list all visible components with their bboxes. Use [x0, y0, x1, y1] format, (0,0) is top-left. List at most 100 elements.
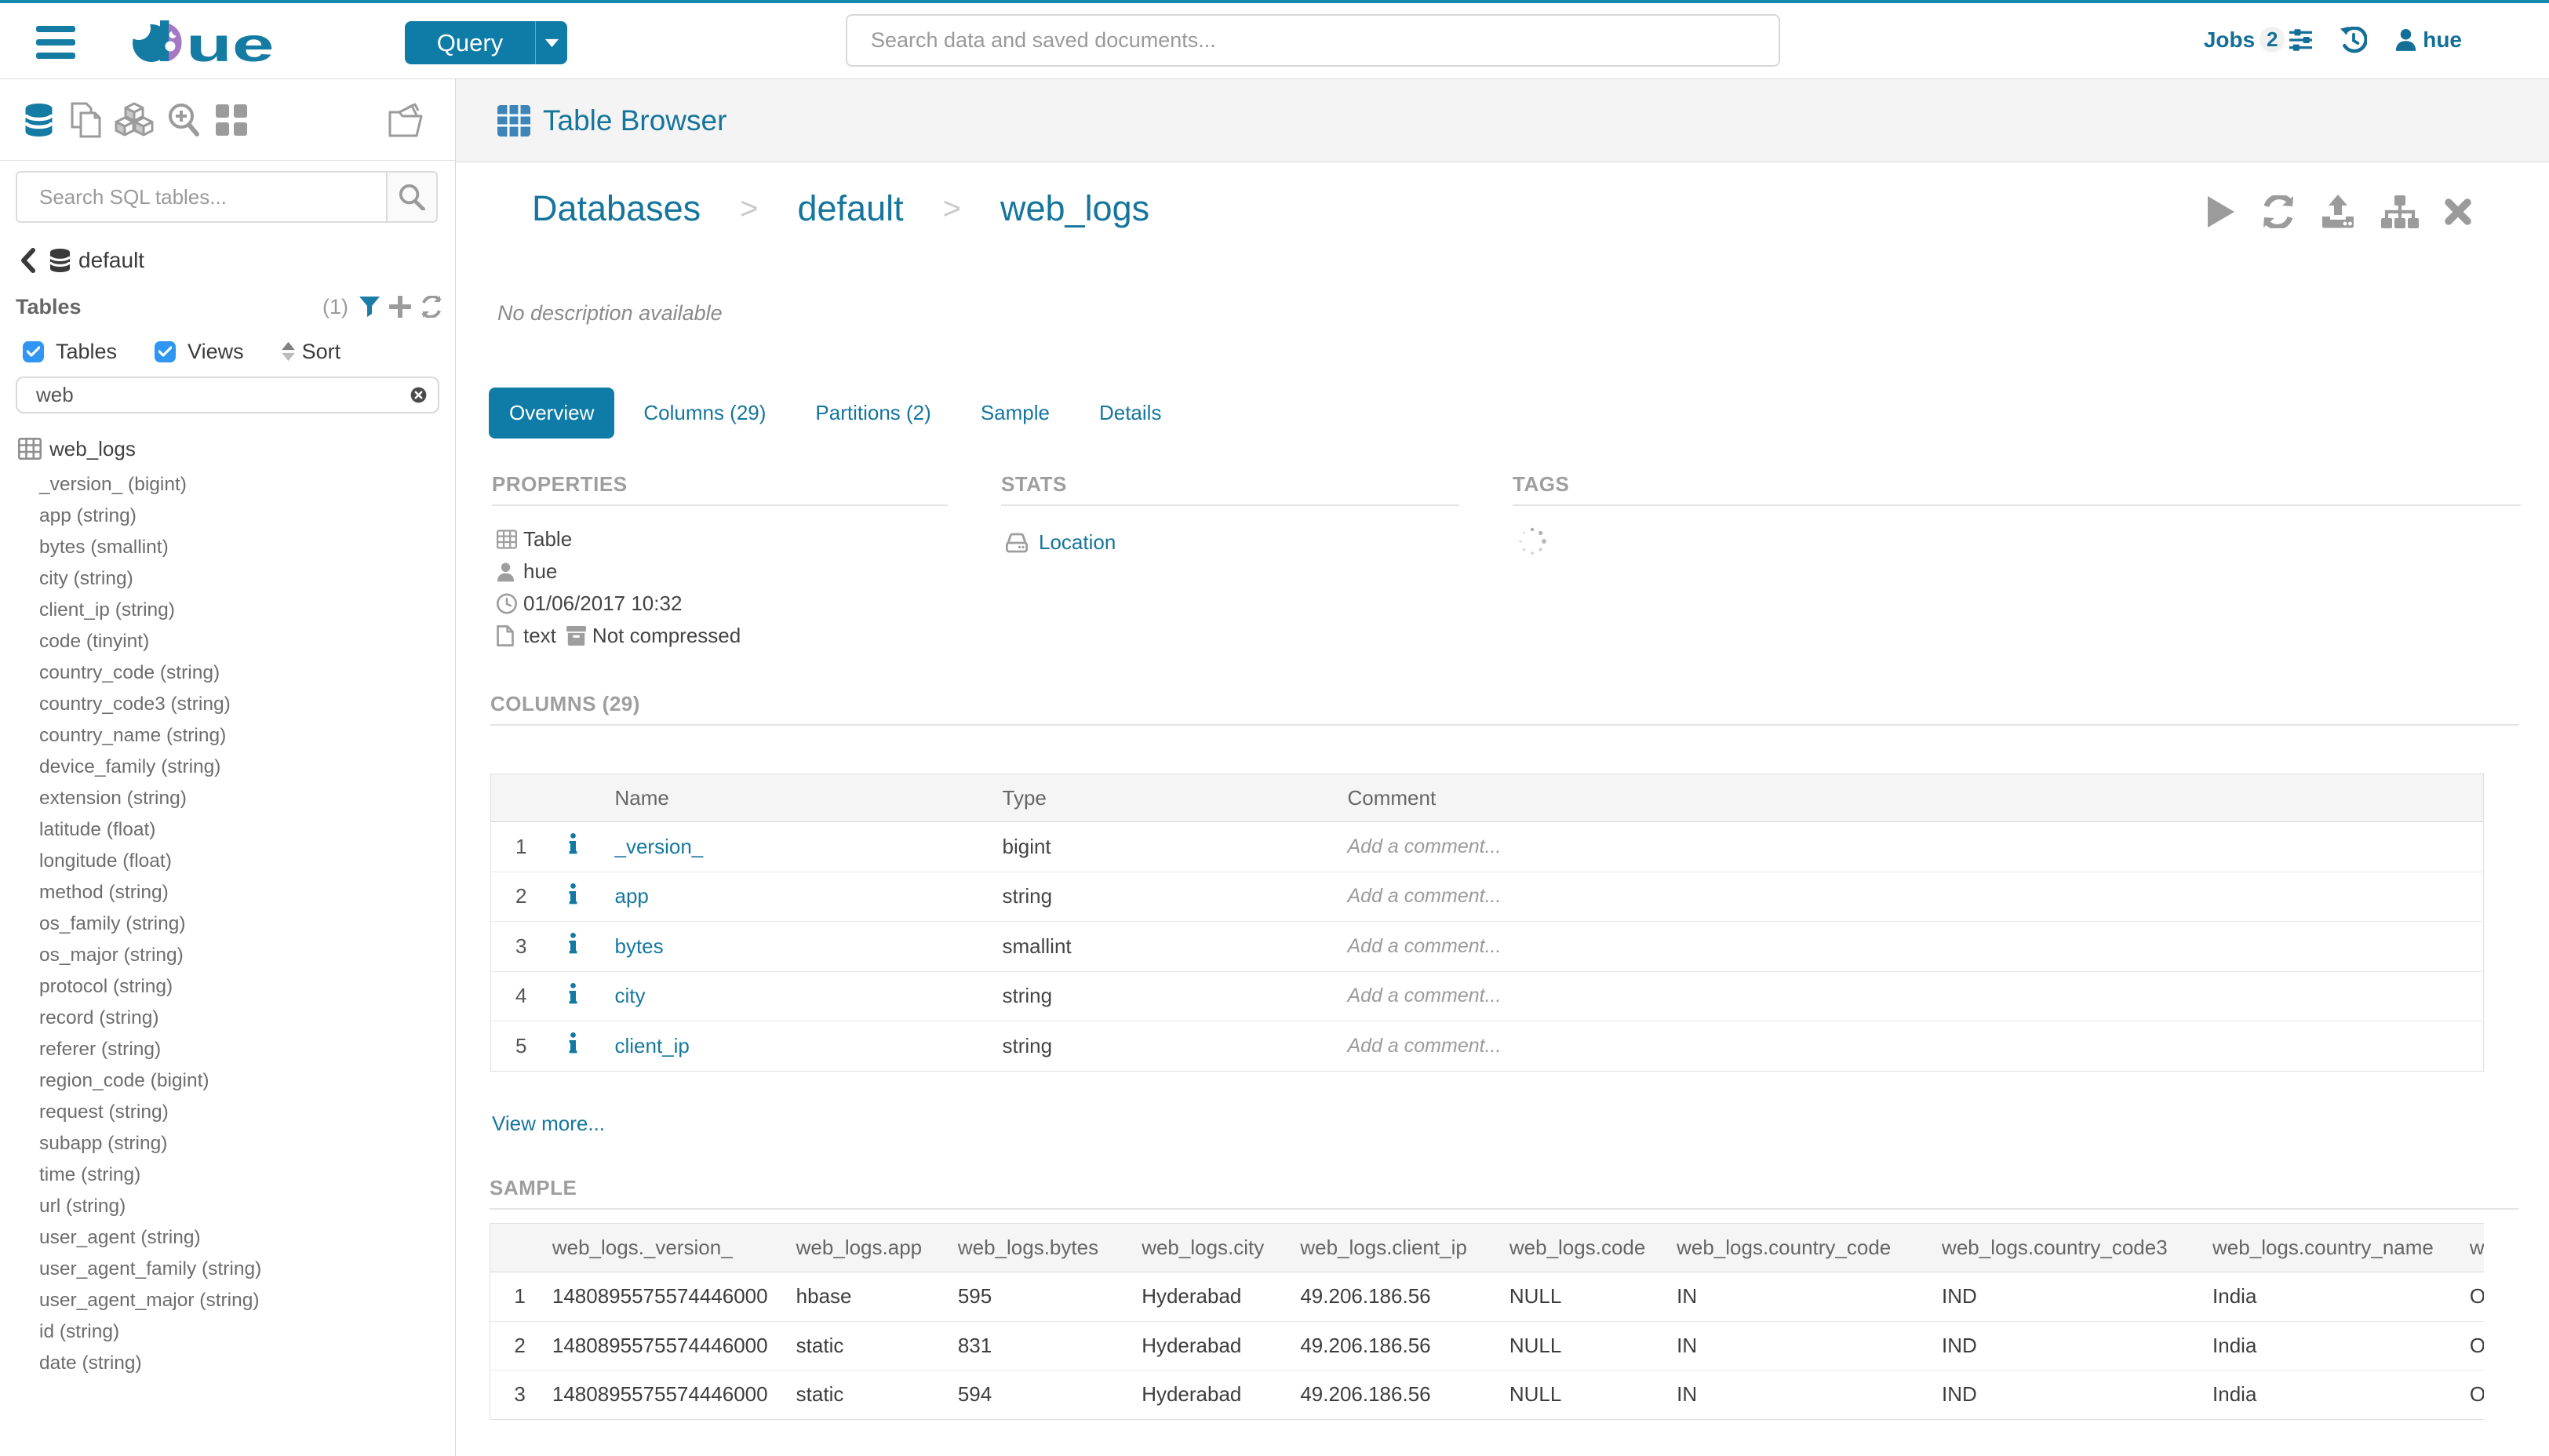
views-checkbox[interactable] — [155, 340, 177, 362]
assist-search-plus-icon[interactable] — [168, 103, 199, 137]
info-icon[interactable] — [550, 871, 596, 922]
view-more-link[interactable]: View more... — [492, 1112, 606, 1135]
column-comment-placeholder[interactable]: Add a comment... — [1328, 921, 2484, 971]
sidebar-column-item[interactable]: request (string) — [39, 1101, 169, 1123]
breadcrumb-databases[interactable]: Databases — [532, 188, 701, 228]
page-title[interactable]: Table Browser — [543, 104, 727, 136]
sample-header-cell[interactable]: web_logs.bytes — [945, 1223, 1130, 1272]
columns-header-type[interactable]: Type — [983, 774, 1329, 822]
sidebar-column-item[interactable]: city (string) — [39, 568, 133, 589]
global-search-input[interactable] — [847, 16, 1779, 65]
table-filter-input[interactable] — [17, 383, 410, 407]
sample-header-cell[interactable]: web_logs.city — [1129, 1223, 1288, 1272]
assist-folder-documents-icon[interactable] — [388, 103, 423, 137]
sidebar-column-item[interactable]: country_code (string) — [39, 662, 220, 683]
sidebar-search-input[interactable] — [17, 173, 386, 221]
sample-header-cell[interactable]: web_logs.device_family — [2456, 1223, 2484, 1272]
info-icon[interactable] — [550, 1021, 596, 1071]
sidebar-database-name[interactable]: default — [78, 248, 145, 272]
sidebar-column-item[interactable]: user_agent_family (string) — [39, 1258, 262, 1279]
sidebar-column-item[interactable]: code (tinyint) — [39, 631, 150, 652]
table-description[interactable]: No description available — [497, 301, 723, 325]
column-name-link[interactable]: bytes — [595, 921, 984, 971]
sidebar-column-item[interactable]: latitude (float) — [39, 819, 156, 840]
history-icon[interactable] — [2340, 26, 2368, 53]
sidebar-column-item[interactable]: extension (string) — [39, 788, 187, 809]
sample-header-cell[interactable]: web_logs.country_name — [2200, 1223, 2457, 1272]
sidebar-column-item[interactable]: country_code3 (string) — [39, 693, 231, 715]
assist-database-icon[interactable] — [24, 103, 53, 137]
info-icon[interactable] — [551, 822, 596, 872]
sidebar-column-item[interactable]: time (string) — [39, 1164, 141, 1185]
sitemap-icon[interactable] — [2381, 195, 2419, 228]
column-comment-placeholder[interactable]: Add a comment... — [1328, 1021, 2484, 1071]
breadcrumb-database[interactable]: default — [797, 188, 904, 228]
column-comment-placeholder[interactable]: Add a comment... — [1347, 835, 1502, 857]
sidebar-column-item[interactable]: method (string) — [39, 882, 169, 903]
sidebar-column-item[interactable]: protocol (string) — [39, 976, 173, 997]
assist-documents-icon[interactable] — [71, 102, 102, 138]
sample-header-cell[interactable]: web_logs.code — [1496, 1223, 1665, 1272]
database-icon[interactable] — [49, 248, 71, 273]
sidebar-column-item[interactable]: app (string) — [39, 505, 137, 526]
filter-funnel-icon[interactable] — [359, 297, 380, 317]
query-dropdown-toggle[interactable] — [535, 21, 567, 64]
stats-location-link[interactable]: Location — [1039, 530, 1116, 554]
add-plus-icon[interactable] — [389, 296, 411, 318]
hamburger-menu-icon[interactable] — [36, 26, 75, 60]
column-name-link[interactable]: city — [595, 970, 984, 1021]
info-icon[interactable] — [550, 970, 596, 1021]
sidebar-column-item[interactable]: record (string) — [39, 1007, 159, 1028]
columns-header-comment[interactable]: Comment — [1328, 774, 2484, 822]
sidebar-column-item[interactable]: _version_ (bigint) — [39, 474, 187, 495]
assist-cubes-icon[interactable] — [115, 102, 154, 138]
sidebar-column-item[interactable]: user_agent_major (string) — [39, 1290, 260, 1311]
sidebar-column-item[interactable]: id (string) — [39, 1321, 120, 1342]
column-comment-placeholder[interactable]: Add a comment... — [1328, 970, 2484, 1021]
sample-header-cell[interactable]: web_logs.country_code — [1664, 1223, 1930, 1272]
tab-details[interactable]: Details — [1098, 401, 1162, 424]
column-comment-placeholder[interactable]: Add a comment... — [1328, 871, 2484, 922]
assist-apps-icon[interactable] — [216, 104, 247, 136]
tab-partitions[interactable]: Partitions (2) — [815, 401, 931, 424]
close-icon[interactable] — [2445, 198, 2471, 225]
query-play-icon[interactable] — [2206, 195, 2236, 229]
refresh-icon[interactable] — [421, 296, 442, 318]
breadcrumb-table[interactable]: web_logs — [1000, 188, 1150, 228]
sidebar-column-item[interactable]: referer (string) — [39, 1039, 162, 1060]
info-icon[interactable] — [550, 921, 596, 971]
sidebar-column-item[interactable]: client_ip (string) — [39, 599, 175, 621]
sort-toggle[interactable]: Sort — [281, 340, 340, 364]
jobs-indicator[interactable]: Jobs 2 — [2204, 27, 2313, 53]
tables-checkbox[interactable] — [23, 340, 44, 362]
sidebar-column-item[interactable]: bytes (smallint) — [39, 537, 169, 558]
back-chevron-icon[interactable] — [20, 248, 35, 273]
upload-icon[interactable] — [2321, 195, 2355, 229]
column-name-link[interactable]: _version_ — [614, 834, 704, 858]
sidebar-column-item[interactable]: os_family (string) — [39, 913, 186, 934]
column-name-link[interactable]: client_ip — [595, 1021, 984, 1071]
tab-columns[interactable]: Columns (29) — [643, 401, 767, 424]
hue-logo[interactable]: ue — [131, 19, 285, 63]
columns-header-name[interactable]: Name — [595, 774, 984, 822]
sample-header-cell[interactable]: web_logs.app — [783, 1223, 945, 1272]
sample-header-cell[interactable]: web_logs.country_code3 — [1929, 1223, 2201, 1272]
sidebar-column-item[interactable]: region_code (bigint) — [39, 1070, 209, 1091]
clear-filter-icon[interactable] — [410, 387, 427, 403]
sliders-icon[interactable] — [2289, 28, 2313, 51]
query-button[interactable]: Query — [405, 21, 567, 64]
sidebar-column-item[interactable]: url (string) — [39, 1196, 126, 1217]
sidebar-column-item[interactable]: longitude (float) — [39, 850, 172, 872]
sample-header-cell[interactable]: web_logs._version_ — [539, 1223, 784, 1272]
refresh-table-icon[interactable] — [2262, 195, 2295, 228]
sidebar-table-item[interactable]: web_logs — [18, 436, 136, 461]
sidebar-column-item[interactable]: date (string) — [39, 1352, 142, 1374]
user-menu[interactable]: hue — [2395, 27, 2462, 53]
sidebar-column-item[interactable]: subapp (string) — [39, 1133, 168, 1154]
sidebar-column-item[interactable]: user_agent (string) — [39, 1227, 201, 1248]
sample-header-cell[interactable]: web_logs.client_ip — [1287, 1223, 1497, 1272]
sample-header-cell[interactable] — [490, 1223, 540, 1272]
tab-overview[interactable]: Overview — [489, 388, 615, 439]
sidebar-column-item[interactable]: device_family (string) — [39, 756, 221, 777]
column-name-link[interactable]: app — [595, 871, 984, 922]
